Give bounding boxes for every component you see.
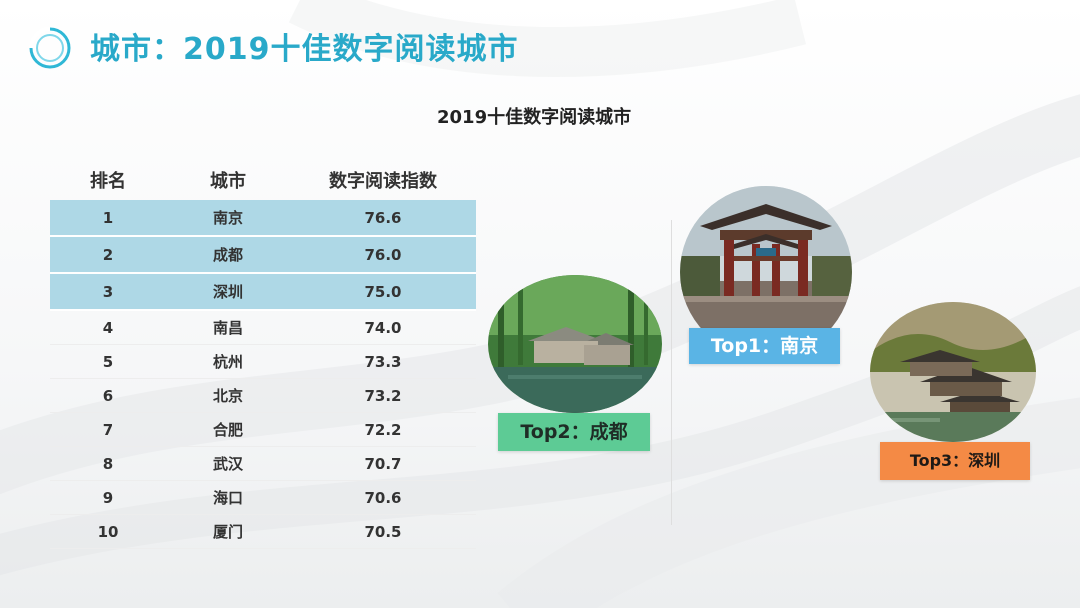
top2-card: Top2：成都 [488,275,663,455]
city-cell: 合肥 [166,412,290,447]
city-cell: 武汉 [166,446,290,481]
score-cell: 76.0 [290,236,476,274]
rank-cell: 6 [50,378,166,413]
score-cell: 70.7 [290,446,476,481]
rank-cell: 8 [50,446,166,481]
table-row: 2 成都 76.0 [50,236,476,274]
table-row: 10 厦门 70.5 [50,514,476,549]
column-header-rank: 排名 [90,171,126,192]
shenzhen-pavilion-photo [870,302,1036,442]
top1-label: Top1：南京 [689,328,840,364]
rank-cell: 7 [50,412,166,447]
table-row: 3 深圳 75.0 [50,273,476,311]
ranking-table: 排名 城市 数字阅读指数 1 南京 76.6 2 成都 76.0 3 深圳 75… [50,160,476,549]
top2-label: Top2：成都 [498,413,650,451]
score-cell: 73.2 [290,378,476,413]
city-cell: 北京 [166,378,290,413]
rank-cell: 3 [50,273,166,311]
city-cell: 海口 [166,480,290,515]
score-cell: 75.0 [290,273,476,311]
top3-card: Top3：深圳 [868,302,1038,482]
city-cell: 厦门 [166,514,290,549]
rank-cell: 2 [50,236,166,274]
table-title: 2019十佳数字阅读城市 [437,107,632,128]
top3-label: Top3：深圳 [880,442,1030,480]
score-cell: 72.2 [290,412,476,447]
score-cell: 74.0 [290,310,476,345]
table-header-row: 排名 城市 数字阅读指数 [50,160,476,200]
table-row: 6 北京 73.2 [50,378,476,413]
circle-logo-icon [29,27,71,69]
chengdu-bamboo-photo [488,275,662,413]
rank-cell: 10 [50,514,166,549]
rank-cell: 1 [50,200,166,237]
table-row: 1 南京 76.6 [50,200,476,237]
city-cell: 深圳 [166,273,290,311]
city-cell: 成都 [166,236,290,274]
table-row: 4 南昌 74.0 [50,310,476,345]
column-header-city: 城市 [210,171,246,192]
table-row: 7 合肥 72.2 [50,412,476,447]
city-cell: 南京 [166,200,290,237]
rank-cell: 5 [50,344,166,379]
score-cell: 73.3 [290,344,476,379]
table-row: 5 杭州 73.3 [50,344,476,379]
city-cell: 南昌 [166,310,290,345]
rank-cell: 9 [50,480,166,515]
city-cell: 杭州 [166,344,290,379]
top1-card: Top1：南京 [680,186,860,366]
score-cell: 70.6 [290,480,476,515]
page-title: 城市：2019十佳数字阅读城市 [90,32,519,67]
table-row: 9 海口 70.6 [50,480,476,515]
column-header-score: 数字阅读指数 [329,171,437,192]
score-cell: 70.5 [290,514,476,549]
rank-cell: 4 [50,310,166,345]
table-row: 8 武汉 70.7 [50,446,476,481]
vertical-divider [671,220,672,525]
score-cell: 76.6 [290,200,476,237]
